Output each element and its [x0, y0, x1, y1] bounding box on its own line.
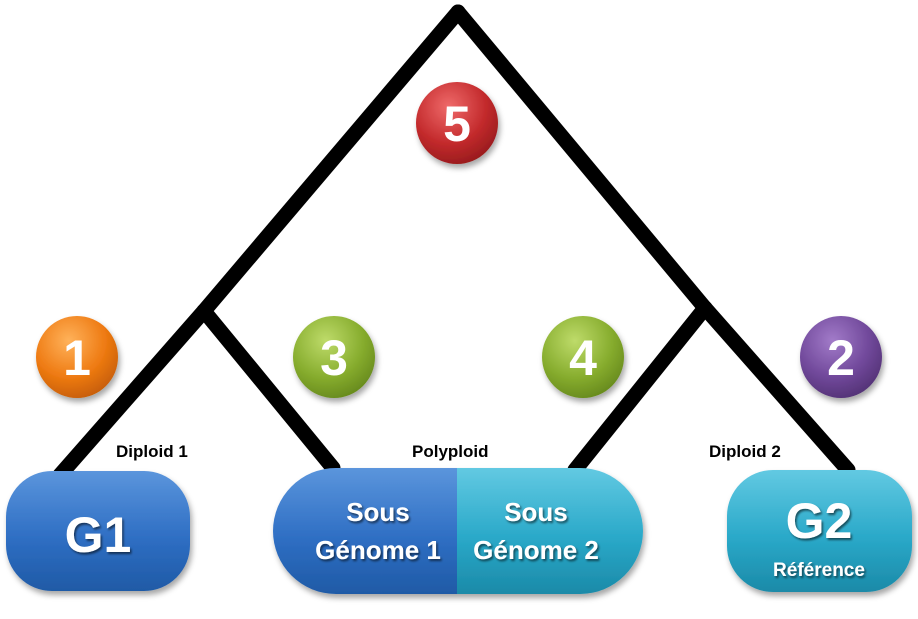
branch-right-to-g2	[697, 300, 856, 478]
genome-g2	[727, 470, 912, 592]
subgenome-2-line2: Génome 2	[473, 535, 599, 565]
branch-left-to-g1	[52, 303, 212, 483]
branch-left-to-sub1	[196, 303, 341, 476]
node-3: 3	[293, 316, 375, 398]
label-diploid-1: Diploid 1	[116, 442, 188, 461]
subgenome-1-area	[273, 468, 457, 594]
genome-polyploid	[273, 468, 643, 594]
branch-right-to-sub2	[567, 300, 713, 478]
node-4-number: 4	[569, 330, 597, 386]
subgenome-2-area	[457, 468, 643, 594]
tree-branches	[52, 4, 856, 483]
node-2-number: 2	[827, 330, 855, 386]
subgenome-2-line1: Sous	[504, 497, 568, 527]
subgenome-1-line1: Sous	[346, 497, 410, 527]
subgenome-1-line2: Génome 1	[315, 535, 441, 565]
node-3-number: 3	[320, 330, 348, 386]
node-2: 2	[800, 316, 882, 398]
genome-g1-title: G1	[65, 507, 132, 563]
label-diploid-2: Diploid 2	[709, 442, 781, 461]
node-5-number: 5	[443, 96, 471, 152]
branch-root-left	[196, 4, 466, 319]
genome-g2-subtitle: Référence	[773, 560, 865, 581]
branch-root-right	[450, 4, 713, 316]
node-1: 1	[36, 316, 118, 398]
label-polyploid: Polyploid	[412, 442, 489, 461]
node-1-number: 1	[63, 330, 91, 386]
node-4: 4	[542, 316, 624, 398]
genome-g1	[6, 471, 190, 591]
genome-g2-title: G2	[786, 493, 853, 549]
node-5: 5	[416, 82, 498, 164]
